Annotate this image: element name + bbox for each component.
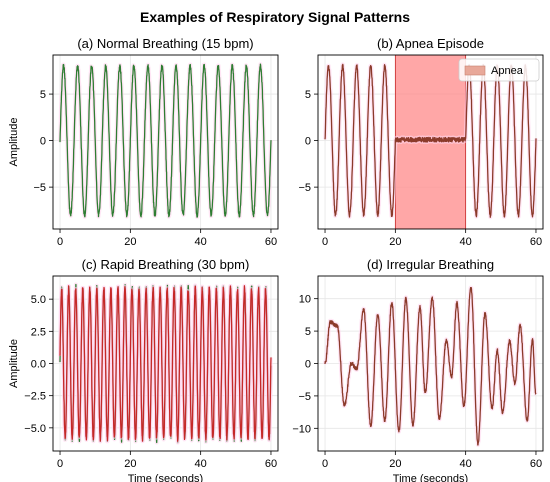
x-tick-label: 40 xyxy=(460,458,472,470)
x-tick-label: 0 xyxy=(322,236,328,248)
chart-panel-2: 0 20 40 60 −5 0 5 (b) Apnea Episode Apnea xyxy=(298,36,544,248)
y-tick-label: −5.0 xyxy=(24,423,46,435)
y-tick-label: 0 xyxy=(305,359,311,371)
x-axis-label: Time (seconds) xyxy=(393,473,468,482)
figure-suptitle: Examples of Respiratory Signal Patterns xyxy=(140,9,410,25)
y-tick-label: −5 xyxy=(33,182,46,194)
x-tick-label: 60 xyxy=(530,236,542,248)
chart-panel-4: 0 20 40 60 −10 −5 0 5 10 (d) Irregular Breathing T… xyxy=(292,257,544,482)
legend-box xyxy=(458,58,540,82)
y-tick-label: 2.5 xyxy=(31,326,46,338)
series-line xyxy=(59,63,272,218)
x-axis-label: Time (seconds) xyxy=(128,473,203,482)
panel-title: (d) Irregular Breathing xyxy=(367,257,494,272)
x-tick-label: 60 xyxy=(530,458,542,470)
y-tick-label: 0 xyxy=(305,136,311,148)
y-tick-label: 5 xyxy=(305,326,311,338)
x-tick-label: 60 xyxy=(265,458,277,470)
axes-frame xyxy=(317,54,544,230)
y-tick-label: −5 xyxy=(298,391,311,403)
y-tick-label: 5 xyxy=(305,89,311,101)
x-tick-label: 20 xyxy=(389,236,401,248)
series-line xyxy=(324,63,537,218)
x-tick-label: 0 xyxy=(57,236,63,248)
x-tick-label: 20 xyxy=(124,236,136,248)
y-tick-label: 5.0 xyxy=(31,294,46,306)
x-tick-label: 60 xyxy=(265,236,277,248)
y-tick-label: 0 xyxy=(40,136,46,148)
series-line xyxy=(59,285,272,442)
y-tick-label: −5 xyxy=(298,182,311,194)
y-tick-label: −2.5 xyxy=(24,391,46,403)
x-tick-label: 20 xyxy=(124,458,136,470)
chart-panel-3: 0 20 40 60 −5.0 −2.5 0.0 2.5 5.0 (c) Rapid Breath… xyxy=(8,257,279,482)
x-tick-label: 20 xyxy=(389,458,401,470)
x-tick-label: 0 xyxy=(322,458,328,470)
panel-title: (a) Normal Breathing (15 bpm) xyxy=(77,36,253,51)
x-tick-label: 40 xyxy=(195,458,207,470)
chart-panel-1: 0 20 40 60 −5 0 5 (a) Normal Breathing (15 bpm)… xyxy=(8,36,279,248)
y-tick-label: 5 xyxy=(40,89,46,101)
panel-title: (b) Apnea Episode xyxy=(377,36,484,51)
panel-title: (c) Rapid Breathing (30 bpm) xyxy=(82,257,250,272)
y-axis-label: Amplitude xyxy=(8,118,20,167)
y-tick-label: −10 xyxy=(292,423,311,435)
legend-swatch xyxy=(464,65,486,76)
series-line xyxy=(324,286,537,446)
legend-label: Apnea xyxy=(491,65,524,77)
x-tick-label: 0 xyxy=(57,458,63,470)
y-tick-label: 10 xyxy=(299,294,311,306)
x-tick-label: 40 xyxy=(195,236,207,248)
axes-frame xyxy=(52,54,279,230)
y-axis-label: Amplitude xyxy=(8,339,20,388)
x-tick-label: 40 xyxy=(460,236,472,248)
y-tick-label: 0.0 xyxy=(31,359,46,371)
legend: Apnea xyxy=(458,58,540,82)
